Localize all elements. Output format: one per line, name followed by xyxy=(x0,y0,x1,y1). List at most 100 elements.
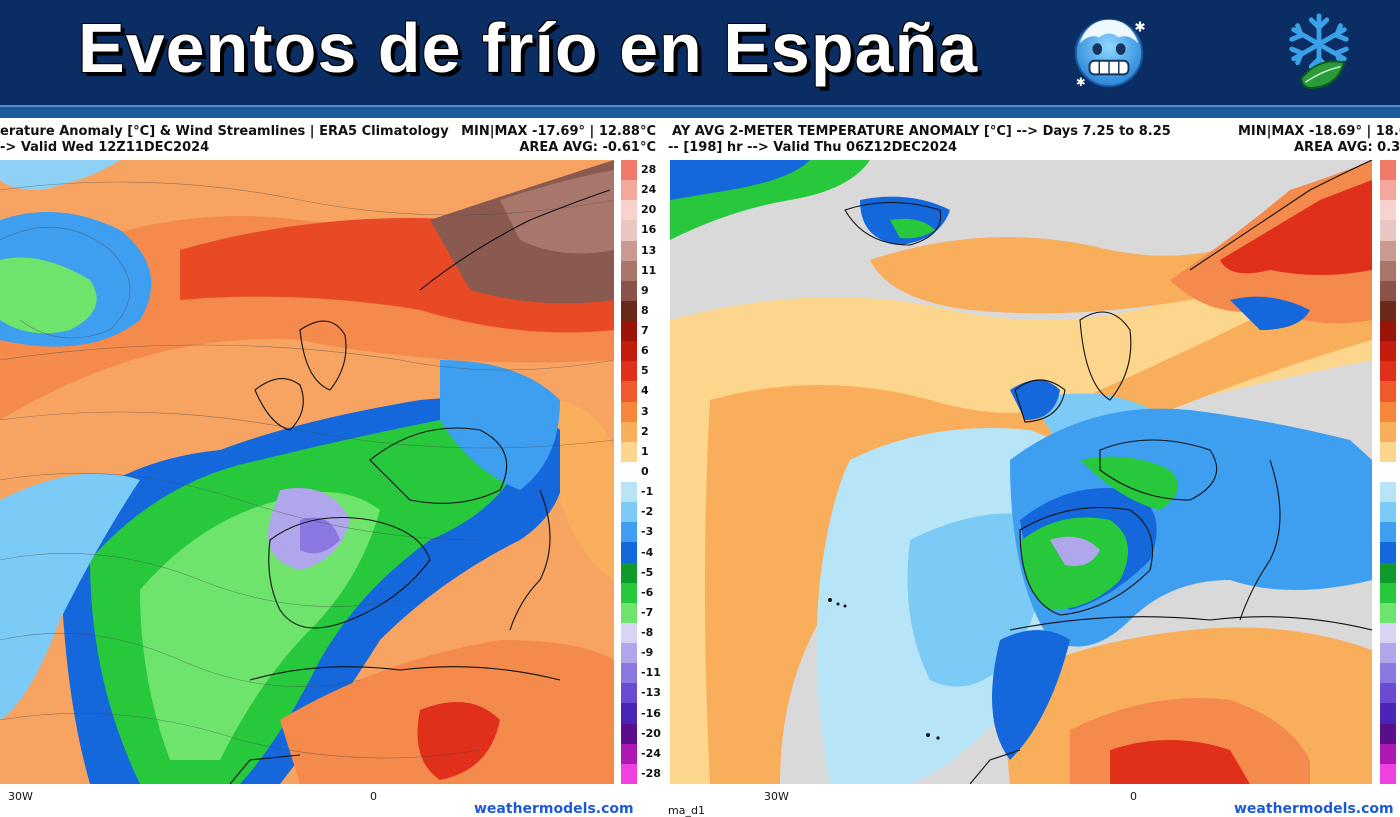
colorbar-label: 20 xyxy=(641,203,657,217)
colorbar-label: -28 xyxy=(641,766,661,780)
colorbar-label: 9 xyxy=(641,283,649,297)
left-tick-0: 0 xyxy=(370,790,377,803)
colorbar-swatch xyxy=(621,542,637,563)
left-map-panel: erature Anomaly [°C] & Wind Streamlines … xyxy=(0,118,668,817)
colorbar-label: -6 xyxy=(641,585,654,599)
left-anomaly-map xyxy=(0,160,614,784)
colorbar-label: -1 xyxy=(641,485,654,499)
right-header-title: AY AVG 2-METER TEMPERATURE ANOMALY [°C] … xyxy=(672,124,1171,139)
colorbar-swatch xyxy=(621,602,637,623)
colorbar-label: -9 xyxy=(641,646,654,660)
colorbar-swatch xyxy=(621,180,637,201)
right-tick-30w: 30W xyxy=(764,790,789,803)
colorbar-swatch xyxy=(1380,522,1396,543)
colorbar-swatch xyxy=(621,220,637,241)
colorbar-label: -2 xyxy=(641,505,654,519)
colorbar-label: 7 xyxy=(641,324,649,338)
colorbar-swatch xyxy=(1380,240,1396,261)
right-anomaly-map xyxy=(670,160,1372,784)
right-header-valid: -- [198] hr --> Valid Thu 06Z12DEC2024 xyxy=(668,140,958,155)
colorbar-swatch xyxy=(1380,260,1396,281)
colorbar-swatch xyxy=(621,703,637,724)
colorbar-swatch xyxy=(621,582,637,603)
colorbar-label: 24 xyxy=(641,183,657,197)
right-colorbar xyxy=(1380,160,1396,784)
colorbar-label: 4 xyxy=(641,384,649,398)
colorbar-swatch xyxy=(621,622,637,643)
colorbar-swatch xyxy=(621,723,637,744)
colorbar-swatch xyxy=(1380,502,1396,523)
colorbar-swatch xyxy=(1380,321,1396,342)
colorbar-swatch xyxy=(621,200,637,221)
colorbar-swatch xyxy=(621,280,637,301)
left-header-title: erature Anomaly [°C] & Wind Streamlines … xyxy=(0,124,449,139)
colorbar-swatch xyxy=(621,461,637,482)
colorbar-swatch xyxy=(1380,663,1396,684)
colorbar-swatch xyxy=(1380,582,1396,603)
right-minmax: MIN|MAX -18.69° | 18.69 xyxy=(1238,124,1400,139)
colorbar-swatch xyxy=(621,763,637,784)
colorbar-swatch xyxy=(1380,421,1396,442)
colorbar-swatch xyxy=(1380,482,1396,503)
colorbar-swatch xyxy=(1380,300,1396,321)
colorbar-swatch xyxy=(1380,743,1396,764)
colorbar-swatch xyxy=(621,381,637,402)
colorbar-label: 2 xyxy=(641,424,649,438)
colorbar-swatch xyxy=(1380,723,1396,744)
colorbar-swatch xyxy=(1380,542,1396,563)
colorbar-swatch xyxy=(621,562,637,583)
colorbar-swatch xyxy=(1380,622,1396,643)
colorbar-swatch xyxy=(1380,401,1396,422)
left-area-avg: AREA AVG: -0.61°C xyxy=(519,140,656,155)
colorbar-swatch xyxy=(621,522,637,543)
right-tick-0: 0 xyxy=(1130,790,1137,803)
colorbar-swatch xyxy=(621,361,637,382)
right-footer-label: ma_d1 xyxy=(668,804,705,817)
colorbar-label: -16 xyxy=(641,706,661,720)
colorbar-label: -20 xyxy=(641,726,661,740)
svg-text:✱: ✱ xyxy=(1076,76,1086,89)
colorbar-swatch xyxy=(621,482,637,503)
colorbar-label: 0 xyxy=(641,465,649,478)
cold-face-icon: ✱ ✱ xyxy=(1074,18,1146,89)
colorbar-label: 3 xyxy=(641,404,649,418)
snowflake-leaf-icon xyxy=(1289,13,1349,90)
colorbar-label: -24 xyxy=(641,746,661,760)
colorbar-swatch xyxy=(621,502,637,523)
colorbar-swatch xyxy=(1380,381,1396,402)
right-credit: weathermodels.com xyxy=(1234,801,1394,817)
colorbar-label: 5 xyxy=(641,364,649,378)
colorbar-swatch xyxy=(1380,643,1396,664)
left-minmax: MIN|MAX -17.69° | 12.88°C xyxy=(461,124,656,139)
left-tick-30w: 30W xyxy=(8,790,33,803)
left-credit: weathermodels.com xyxy=(474,801,634,817)
colorbar-label: -8 xyxy=(641,626,654,640)
colorbar-label: -4 xyxy=(641,545,654,559)
colorbar-swatch xyxy=(621,643,637,664)
colorbar-swatch xyxy=(621,240,637,261)
colorbar-swatch xyxy=(621,421,637,442)
colorbar-swatch xyxy=(621,683,637,704)
colorbar-label: -3 xyxy=(641,525,654,539)
colorbar-label: 16 xyxy=(641,223,657,237)
colorbar-swatch xyxy=(1380,280,1396,301)
right-area-avg: AREA AVG: 0.33 xyxy=(1294,140,1400,155)
colorbar-swatch xyxy=(621,160,637,181)
colorbar-swatch xyxy=(1380,461,1396,482)
colorbar-swatch xyxy=(621,300,637,321)
colorbar-label: 11 xyxy=(641,263,657,277)
colorbar-label: 13 xyxy=(641,243,657,257)
colorbar-swatch xyxy=(621,441,637,462)
colorbar-swatch xyxy=(1380,200,1396,221)
page-title: Eventos de frío en España xyxy=(78,9,979,87)
svg-text:✱: ✱ xyxy=(1134,20,1145,35)
colorbar-swatch xyxy=(1380,220,1396,241)
colorbar-swatch xyxy=(621,743,637,764)
colorbar-swatch xyxy=(1380,341,1396,362)
title-banner: Eventos de frío en España ✱ ✱ xyxy=(0,0,1400,105)
colorbar-swatch xyxy=(621,260,637,281)
colorbar-swatch xyxy=(1380,160,1396,181)
colorbar-swatch xyxy=(1380,361,1396,382)
colorbar-swatch xyxy=(1380,763,1396,784)
colorbar-swatch xyxy=(1380,703,1396,724)
